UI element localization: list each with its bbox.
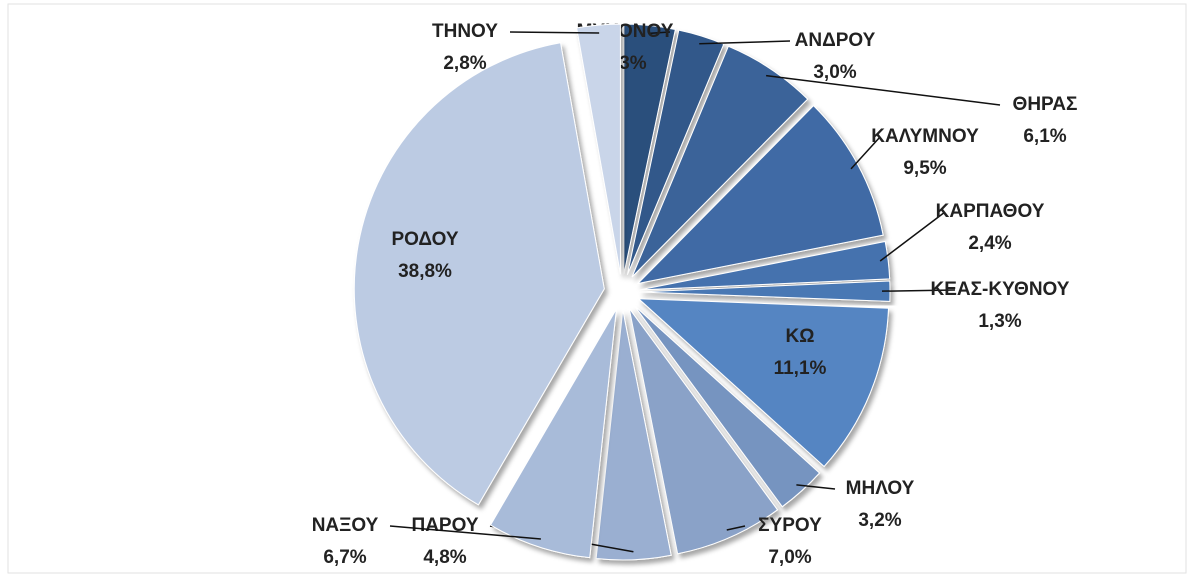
pie-slice <box>628 308 779 555</box>
slice-label: ΜΗΛΟΥ <box>846 478 915 499</box>
slice-label: ΡΟΔΟΥ <box>391 229 458 250</box>
slice-value-label: 3,0% <box>813 62 856 83</box>
leader-line <box>796 484 836 490</box>
slice-value-label: 2,8% <box>443 53 486 74</box>
slice-value-label: 11,1% <box>774 358 827 379</box>
slice-value-label: 1,3% <box>978 311 1021 332</box>
slice-value-label: 7,0% <box>768 547 811 568</box>
pie-slice <box>626 29 725 276</box>
slice-label: ΣΥΡΟΥ <box>758 515 822 536</box>
slice-value-label: 6,1% <box>1023 126 1066 147</box>
pie-slice <box>636 104 884 285</box>
pie-slice <box>576 23 621 275</box>
slice-value-label: 6,7% <box>323 547 366 568</box>
slice-label: ΤΗΝΟΥ <box>432 21 498 42</box>
leader-line <box>881 289 956 292</box>
slice-label: ΠΑΡΟΥ <box>411 515 478 536</box>
leader-line <box>509 31 600 34</box>
slice-value-label: 9,5% <box>903 158 946 179</box>
pie-slice <box>631 45 809 278</box>
leader-line <box>648 31 671 35</box>
slice-label: ΝΑΞΟΥ <box>312 515 379 536</box>
leader-line <box>726 525 746 531</box>
slice-label: ΑΝΔΡΟΥ <box>795 30 876 51</box>
slice-label: ΚΑΡΠΑΘΟΥ <box>936 201 1045 222</box>
slice-label: ΘΗΡΑΣ <box>1013 94 1078 115</box>
leader-line <box>766 74 1001 106</box>
pie-slice <box>639 240 891 291</box>
pie-slice <box>633 304 821 508</box>
leader-line <box>389 525 541 540</box>
slice-value-label: 2,4% <box>968 233 1011 254</box>
leader-line <box>850 136 881 170</box>
slice-label: ΚΩ <box>786 326 815 347</box>
slice-label: ΚΕΑΣ-ΚΥΘΝΟΥ <box>931 279 1070 300</box>
leader-line <box>699 40 791 45</box>
pie-slice <box>595 309 672 561</box>
pie-slice <box>489 308 617 559</box>
slice-value-label: 4,8% <box>423 547 466 568</box>
slice-value-label: 38,8% <box>398 261 452 282</box>
pie-slice <box>637 298 890 468</box>
slice-value-label: 3,2% <box>858 510 901 531</box>
pie-slice <box>623 23 676 275</box>
slice-label: ΚΑΛΥΜΝΟΥ <box>871 126 979 147</box>
pie-slice <box>353 42 605 506</box>
leader-line <box>879 211 946 262</box>
